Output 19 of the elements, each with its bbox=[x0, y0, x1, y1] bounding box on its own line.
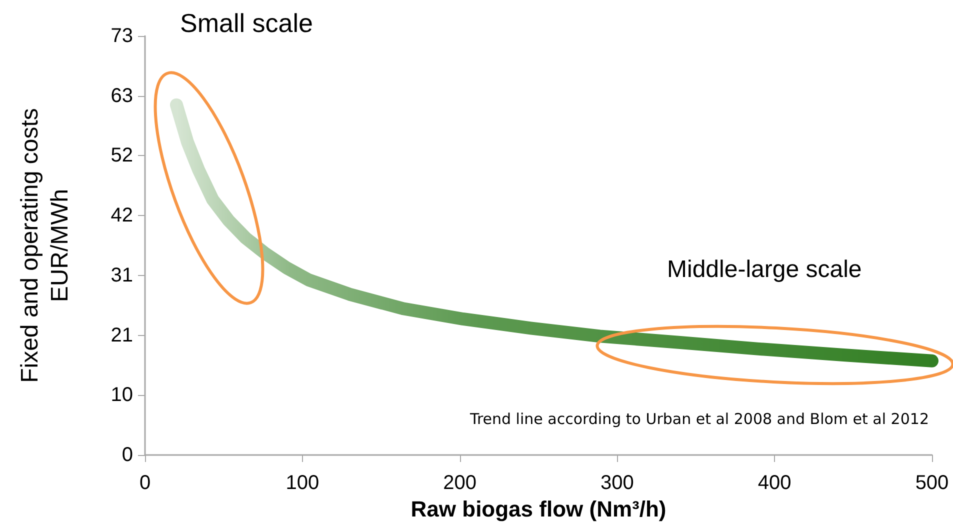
annotation: Middle-large scale bbox=[667, 256, 862, 284]
y-tick-label: 73 bbox=[110, 25, 133, 47]
y-tick-label: 21 bbox=[110, 324, 133, 346]
y-tick-label: 52 bbox=[110, 144, 133, 167]
x-tick-label: 200 bbox=[443, 472, 476, 494]
annotation: Trend line according to Urban et al 2008 and Blom et al 2012 bbox=[470, 410, 929, 428]
y-tick-label: 63 bbox=[110, 84, 133, 107]
y-tick-label: 10 bbox=[110, 384, 133, 406]
y-tick-label: 31 bbox=[110, 264, 133, 286]
x-tick-label: 0 bbox=[139, 472, 151, 494]
y-tick-label: 42 bbox=[110, 204, 133, 227]
x-tick-label: 500 bbox=[915, 472, 949, 494]
x-axis-title: Raw biogas flow (Nm³/h) bbox=[410, 496, 666, 522]
y-axis-title: Fixed and operating costs EUR/MWh bbox=[16, 108, 74, 383]
annotation: Small scale bbox=[180, 8, 313, 39]
x-tick-label: 300 bbox=[600, 472, 634, 494]
x-tick-label: 100 bbox=[286, 472, 320, 494]
x-tick-label: 400 bbox=[758, 472, 792, 494]
y-tick-label: 0 bbox=[122, 444, 133, 466]
